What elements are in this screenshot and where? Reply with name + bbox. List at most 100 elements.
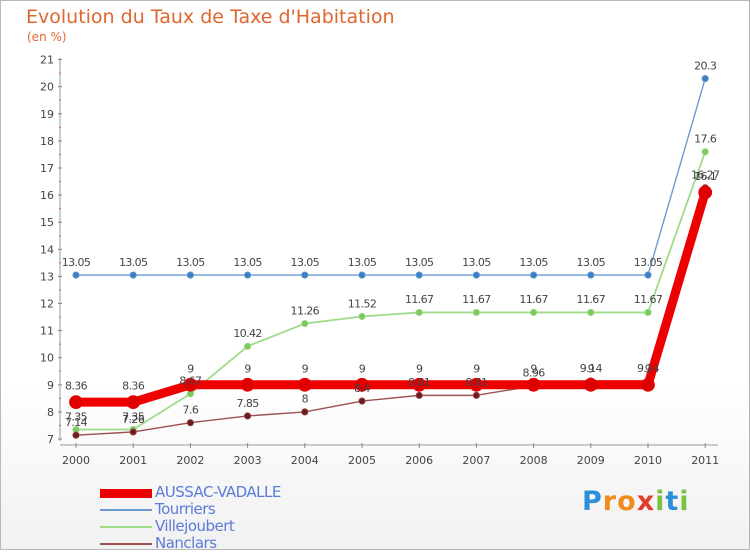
data-label-tourriers: 13.05 [577,256,606,269]
data-label-nanclars: 8.61 [465,376,487,389]
data-label-tourriers: 13.05 [62,256,91,269]
x-tick-label: 2004 [291,454,319,467]
data-label-aussac-vadalle: 9 [416,362,423,375]
logo-letter: i [655,486,666,517]
y-tick-label: 17 [40,162,54,175]
data-label-tourriers: 13.05 [233,256,262,269]
data-point-villejoubert [529,308,538,317]
y-tick-label: 14 [40,243,54,256]
y-tick-label: 20 [40,81,54,94]
data-label-nanclars: 16.27 [691,169,720,182]
data-label-tourriers: 13.05 [291,256,320,269]
logo-letter: r [602,486,618,517]
data-label-tourriers: 20.3 [694,59,717,72]
data-label-villejoubert: 11.52 [348,297,377,310]
data-label-aussac-vadalle: 16.1 [694,170,716,183]
data-label-villejoubert: 11.26 [291,304,320,317]
data-point-aussac-vadalle [698,185,713,200]
legend-swatch [100,509,152,511]
series-layer [69,74,713,439]
data-point-tourriers [701,74,709,83]
y-tick-label: 12 [40,298,54,311]
data-point-villejoubert [701,148,709,156]
axes: 7 8 9 10 11 12 13 14 15 16 17 18 19 20 21 2000 2001 2002 2… [40,54,719,467]
logo-letter: P [582,486,603,517]
chart-subtitle: (en %) [27,30,67,44]
data-label-villejoubert: 11.67 [519,293,548,306]
data-label-nanclars: 7.14 [65,416,88,429]
data-label-aussac-vadalle: 9 [588,362,595,375]
data-label-villejoubert: 11.67 [577,293,606,306]
data-point-nanclars [72,431,80,439]
data-point-aussac-vadalle [583,377,598,392]
data-point-aussac-vadalle [183,377,198,392]
x-tick-label: 2002 [176,454,204,467]
y-tick-label: 11 [40,325,54,338]
data-point-villejoubert [244,342,252,350]
x-tick-label: 2001 [119,454,147,467]
data-label-villejoubert: 8.67 [179,375,202,388]
data-label-nanclars: 8.61 [408,376,430,389]
data-label-tourriers: 13.05 [405,256,434,269]
x-tick-label: 2008 [520,454,548,467]
data-label-tourriers: 13.05 [119,256,148,269]
data-point-aussac-vadalle [69,395,83,410]
logo-letter: t [665,486,680,517]
data-label-tourriers: 13.05 [519,256,548,269]
x-tick-label: 2003 [234,454,262,467]
data-point-nanclars [415,391,423,399]
x-tick-label: 2005 [348,454,376,467]
data-label-aussac-vadalle: 9 [645,362,652,375]
data-label-aussac-vadalle: 8.36 [122,380,145,393]
data-point-tourriers [587,271,595,279]
data-point-villejoubert [415,308,423,317]
legend-label: Nanclars [155,534,217,552]
data-point-aussac-vadalle [240,377,255,392]
data-labels: 13.05 13.05 13.05 13.05 13.05 13.05 13.05 13.05… [62,59,721,429]
data-label-tourriers: 13.05 [462,256,491,269]
data-label-aussac-vadalle: 9 [187,362,194,375]
data-point-villejoubert [587,308,595,317]
data-label-villejoubert: 11.67 [462,293,491,306]
data-point-aussac-vadalle [526,377,541,392]
chart-title: Evolution du Taux de Taxe d'Habitation [26,6,395,28]
proxiti-logo: Proxiti [582,486,690,517]
legend-swatch [100,488,152,498]
y-tick-label: 15 [40,216,54,229]
data-point-villejoubert [301,319,309,328]
data-point-villejoubert [644,308,652,317]
data-point-nanclars [186,419,194,427]
data-label-tourriers: 13.05 [176,256,205,269]
data-point-villejoubert [472,308,480,317]
legend-swatch [100,526,152,528]
data-point-nanclars [244,412,252,420]
data-point-villejoubert [358,312,366,321]
x-tick-label: 2009 [577,454,605,467]
data-label-nanclars: 7.6 [183,404,199,417]
data-label-villejoubert: 17.6 [694,133,717,146]
data-point-tourriers [244,271,252,279]
data-label-nanclars: 7.26 [122,413,145,426]
data-point-tourriers [529,271,538,279]
x-tick-label: 2007 [462,454,490,467]
data-label-tourriers: 13.05 [348,256,377,269]
data-point-tourriers [472,271,480,279]
data-point-nanclars [129,428,137,436]
data-point-tourriers [301,271,309,279]
data-point-aussac-vadalle [469,377,484,392]
y-tick-label: 7 [47,433,54,446]
data-point-aussac-vadalle [297,377,312,392]
data-point-tourriers [72,271,80,279]
x-tick-label: 2011 [691,454,719,467]
data-label-nanclars: 8.4 [354,382,370,395]
logo-letter: i [679,486,690,517]
y-tick-label: 9 [47,379,54,392]
data-label-aussac-vadalle: 9 [302,362,309,375]
data-label-aussac-vadalle: 8.36 [65,380,88,393]
logo-letter: o [617,486,637,517]
series-line-villejoubert [75,150,707,431]
data-label-nanclars: 9.14 [637,362,660,375]
y-tick-label: 18 [40,135,54,148]
data-point-aussac-vadalle [355,377,369,392]
